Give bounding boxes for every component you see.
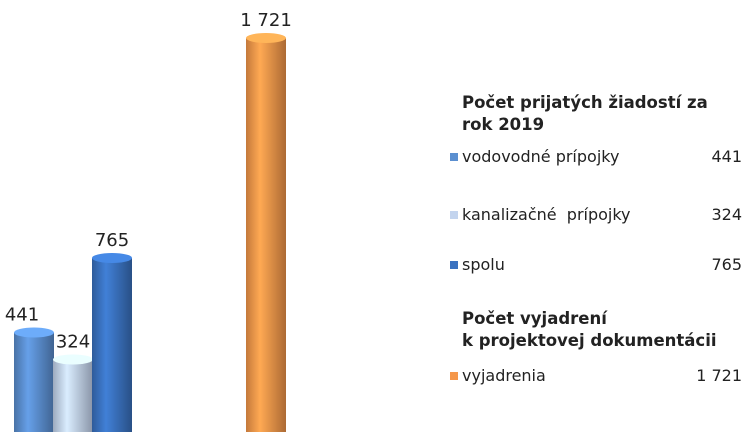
legend-swatch <box>450 153 458 161</box>
legend-item: vodovodné prípojky 441 <box>450 147 742 167</box>
legend-value: 441 <box>711 147 742 166</box>
bar <box>53 359 93 432</box>
legend-label: vyjadrenia <box>462 366 546 385</box>
legend-value: 765 <box>711 255 742 274</box>
bar-top <box>53 354 93 365</box>
legend-label: kanalizačné prípojky <box>462 205 631 224</box>
legend-swatch <box>450 261 458 269</box>
legend-item: spolu 765 <box>450 255 742 275</box>
bar <box>14 332 54 432</box>
value-label: 324 <box>56 331 90 352</box>
value-label: 765 <box>95 230 129 251</box>
legend-item: vyjadrenia 1 721 <box>450 366 742 386</box>
legend-item: kanalizačné prípojky 324 <box>450 205 742 225</box>
legend-value: 324 <box>711 205 742 224</box>
legend-label: spolu <box>462 255 505 274</box>
value-label: 441 <box>5 305 39 326</box>
legend-label: vodovodné prípojky <box>462 147 620 166</box>
legend-swatch <box>450 372 458 380</box>
bar <box>246 38 286 432</box>
legend: Počet prijatých žiadostí za rok 2019 Poče… <box>450 0 742 432</box>
bar <box>92 257 132 432</box>
legend-value: 1 721 <box>696 366 742 385</box>
bar-top <box>92 252 132 263</box>
legend-swatch <box>450 211 458 219</box>
legend-title: Počet vyjadrení k projektovej dokumentác… <box>462 309 717 350</box>
bar-top <box>14 327 54 338</box>
value-label: 1 721 <box>240 10 292 31</box>
bar-top <box>246 33 286 43</box>
legend-title: Počet prijatých žiadostí za rok 2019 <box>462 93 708 134</box>
